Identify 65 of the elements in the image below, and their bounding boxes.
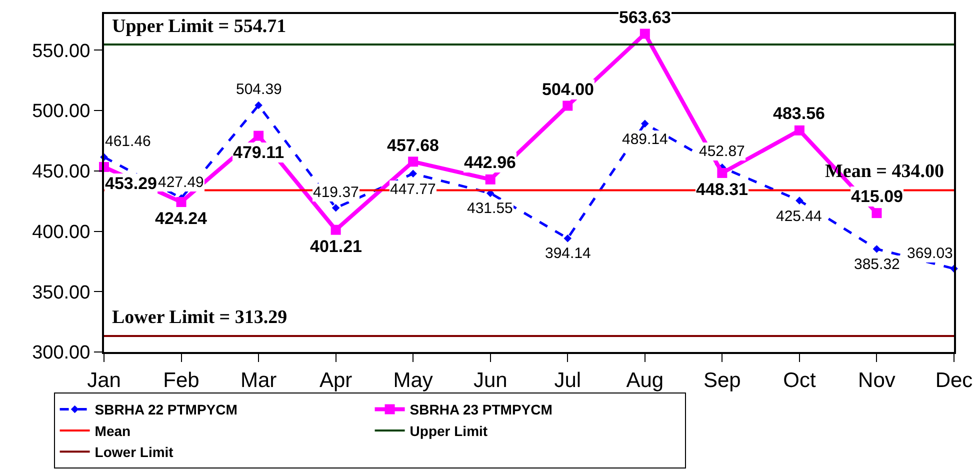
data-label: 385.32 bbox=[854, 256, 900, 273]
x-tick-label: Feb bbox=[163, 369, 200, 392]
data-label: 419.37 bbox=[313, 184, 359, 201]
point bbox=[641, 120, 649, 128]
data-label: 415.09 bbox=[851, 187, 903, 206]
annotation: Upper Limit = 554.71 bbox=[112, 16, 286, 37]
point bbox=[254, 130, 264, 141]
point bbox=[872, 245, 881, 253]
annotation: Lower Limit = 313.29 bbox=[112, 307, 288, 328]
point bbox=[332, 204, 340, 212]
data-label: 563.63 bbox=[619, 8, 671, 27]
y-tick-label: 350.00 bbox=[32, 282, 90, 304]
x-tick-label: Jan bbox=[87, 369, 121, 392]
legend-label: Lower Limit bbox=[94, 444, 174, 460]
x-tick-label: May bbox=[393, 369, 434, 392]
x-tick-label: Jun bbox=[473, 369, 508, 392]
x-tick-label: Apr bbox=[319, 369, 352, 392]
legend-label: SBRHA 22 PTMPYCM bbox=[94, 402, 238, 418]
data-label: 401.21 bbox=[310, 237, 362, 256]
x-tick-label: Sep bbox=[703, 369, 741, 392]
data-label: 425.44 bbox=[776, 208, 822, 225]
data-label: 394.14 bbox=[545, 245, 591, 262]
point bbox=[794, 125, 804, 136]
point bbox=[717, 168, 728, 178]
data-label: 504.00 bbox=[542, 80, 594, 99]
data-label: 427.49 bbox=[158, 174, 204, 191]
y-tick-label: 400.00 bbox=[32, 222, 90, 243]
point bbox=[254, 101, 262, 110]
data-label: 479.11 bbox=[233, 143, 284, 162]
point bbox=[408, 156, 418, 167]
x-tick-label: Oct bbox=[783, 369, 816, 392]
data-label: 457.68 bbox=[387, 136, 439, 155]
legend-label: SBRHA 23 PTMPYCM bbox=[410, 402, 552, 418]
y-tick-label: 450.00 bbox=[32, 162, 90, 183]
point bbox=[872, 208, 882, 218]
data-label: 442.96 bbox=[464, 153, 516, 172]
x-tick-label: Mar bbox=[240, 369, 277, 392]
point bbox=[176, 197, 186, 208]
data-label: 452.87 bbox=[699, 143, 745, 160]
x-tick-label: Dec bbox=[935, 369, 973, 392]
legend-label: Upper Limit bbox=[410, 422, 488, 439]
y-tick-label: 300.00 bbox=[32, 342, 90, 364]
data-label: 448.31 bbox=[696, 180, 748, 199]
legend-label: Mean bbox=[94, 422, 131, 439]
data-label: 461.46 bbox=[105, 133, 151, 150]
data-label: 424.24 bbox=[155, 209, 208, 228]
point bbox=[562, 100, 573, 111]
point bbox=[640, 28, 650, 39]
data-label: 489.14 bbox=[622, 131, 668, 148]
y-tick-label: 500.00 bbox=[32, 101, 90, 122]
point bbox=[485, 174, 496, 184]
data-label: 369.03 bbox=[907, 245, 953, 262]
x-tick-label: Nov bbox=[858, 369, 896, 392]
data-label: 447.77 bbox=[390, 181, 436, 198]
data-label: 453.29 bbox=[105, 174, 157, 193]
y-tick-label: 550.00 bbox=[32, 40, 90, 62]
data-label: 504.39 bbox=[236, 81, 282, 98]
x-tick-label: Jul bbox=[554, 369, 582, 392]
x-tick-label: Aug bbox=[626, 369, 664, 392]
data-label: 483.56 bbox=[773, 104, 825, 123]
point bbox=[409, 170, 417, 178]
point bbox=[796, 196, 804, 204]
point bbox=[564, 234, 572, 242]
data-label: 431.55 bbox=[467, 200, 513, 217]
point bbox=[330, 224, 341, 235]
